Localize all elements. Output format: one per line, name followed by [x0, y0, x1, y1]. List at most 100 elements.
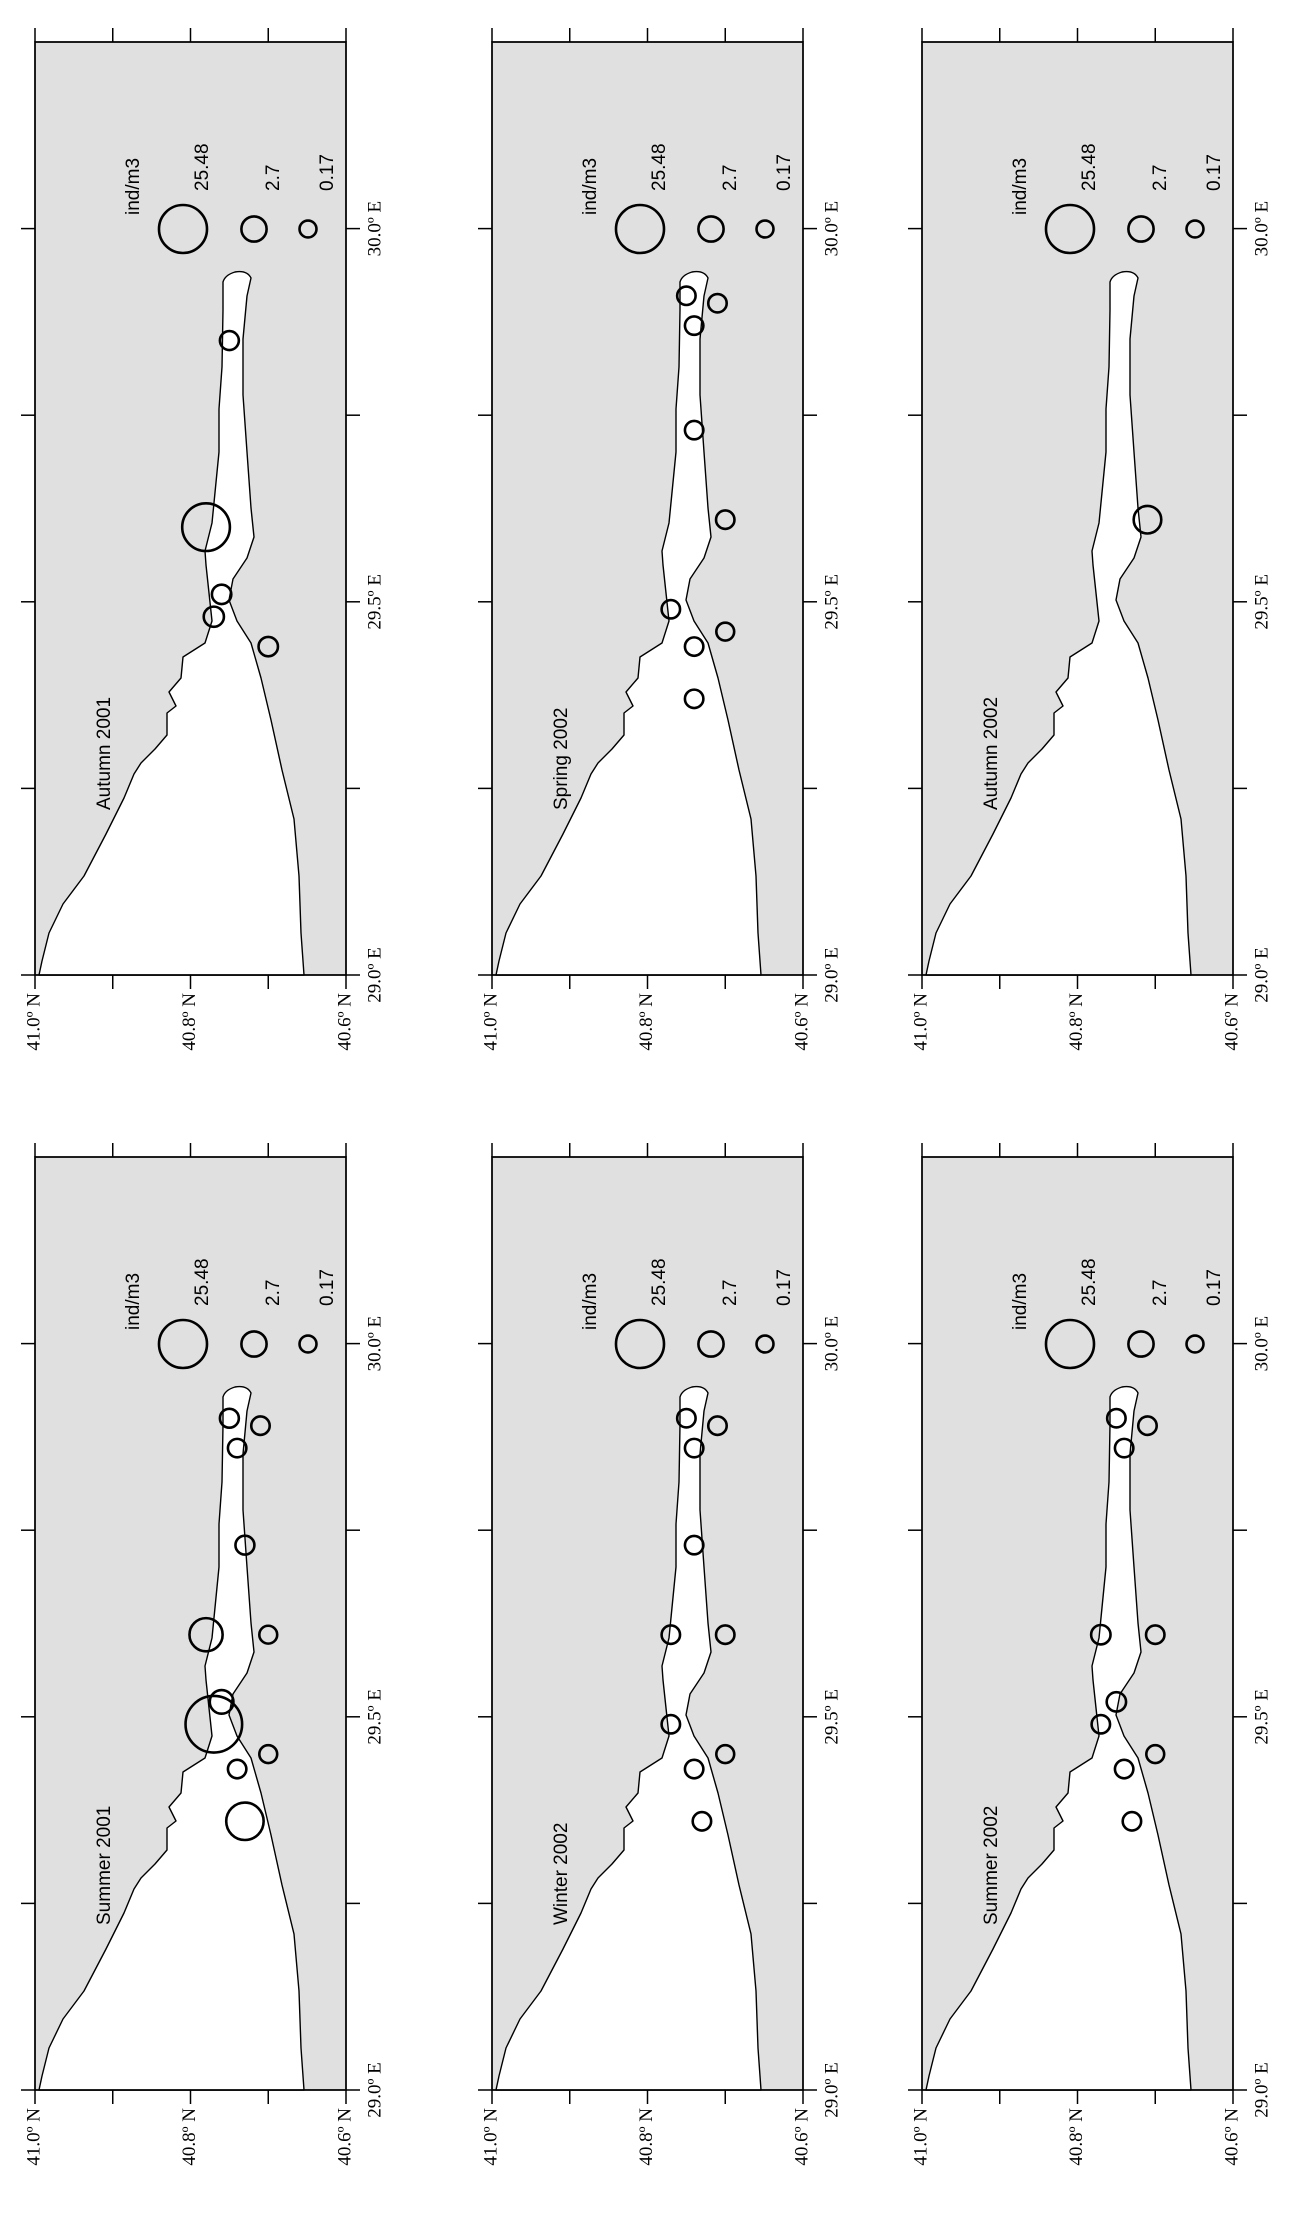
legend-label: 0.17 [774, 154, 795, 191]
y-tick-label: 40.8º N [179, 993, 200, 1051]
panel-title: Winter 2002 [551, 1823, 572, 1925]
station-bubble [1105, 1690, 1128, 1713]
y-tick-label: 41.0º N [910, 993, 931, 1051]
station-bubble [202, 605, 226, 629]
panel-title: Autumn 2002 [981, 697, 1002, 810]
y-tick-label: 40.6º N [334, 2108, 355, 2166]
x-tick-label: 29.0º E [821, 947, 842, 1003]
station-bubble [180, 502, 232, 553]
station-bubble [660, 1624, 682, 1646]
panel-title: Spring 2002 [551, 708, 572, 810]
map-panel: 29.0º E 29.5º E 30.0º E 40.6º N 40.8º N 41.0º… [21, 1143, 385, 2166]
legend-label: 25.48 [1079, 143, 1100, 191]
legend-bubble [697, 1330, 725, 1358]
station-bubble [683, 1534, 705, 1556]
y-tick-label: 41.0º N [23, 993, 44, 1051]
y-tick-label: 40.8º N [179, 2108, 200, 2166]
legend-bubble [614, 203, 666, 255]
legend-bubble [157, 1318, 209, 1370]
y-tick-label: 40.8º N [1066, 2108, 1087, 2166]
legend-label: 2.7 [263, 165, 284, 191]
legend-bubble [240, 1330, 268, 1358]
station-bubble [1090, 1713, 1112, 1735]
station-bubble [683, 1758, 705, 1780]
station-bubble [257, 635, 280, 658]
x-tick-label: 29.5º E [364, 1689, 385, 1745]
legend-label: 2.7 [1150, 1280, 1171, 1306]
legend-label: 0.17 [317, 1269, 338, 1306]
legend-bubble [240, 215, 268, 243]
legend-bubble [755, 219, 775, 239]
legend-label: 0.17 [1204, 154, 1225, 191]
legend-label: 2.7 [263, 1280, 284, 1306]
legend-label: 0.17 [774, 1269, 795, 1306]
station-bubble [715, 621, 736, 642]
station-bubble [210, 583, 233, 606]
station-bubble [691, 1810, 713, 1832]
station-bubble [226, 1758, 248, 1780]
legend-bubble [755, 1334, 775, 1354]
legend-bubble [1185, 219, 1205, 239]
station-bubble [660, 1713, 682, 1735]
x-tick-label: 29.0º E [821, 2062, 842, 2118]
legend-label: 2.7 [1150, 165, 1171, 191]
station-bubble [218, 1407, 241, 1430]
station-bubble [208, 1688, 235, 1716]
station-bubble [249, 1415, 271, 1437]
x-tick-label: 29.5º E [1251, 574, 1272, 630]
x-tick-label: 29.5º E [821, 1689, 842, 1745]
station-bubble [1105, 1407, 1127, 1429]
station-bubble [234, 1534, 256, 1556]
station-bubble [1113, 1758, 1135, 1780]
x-tick-label: 30.0º E [1251, 201, 1272, 257]
y-tick-label: 40.6º N [791, 993, 812, 1051]
legend-title: ind/m3 [1010, 158, 1031, 215]
y-tick-label: 40.8º N [636, 993, 657, 1051]
station-bubble [224, 1801, 265, 1842]
station-bubble [715, 1743, 736, 1765]
x-tick-label: 29.5º E [364, 574, 385, 630]
station-bubble [1136, 1415, 1158, 1437]
station-bubble [706, 1415, 728, 1437]
station-bubble [218, 329, 241, 352]
station-bubble [1089, 1623, 1112, 1646]
legend-bubble [614, 1318, 666, 1370]
y-tick-label: 40.8º N [636, 2108, 657, 2166]
station-bubble [683, 636, 705, 658]
x-tick-label: 30.0º E [821, 1316, 842, 1372]
station-bubble [1121, 1810, 1143, 1832]
y-tick-label: 41.0º N [480, 993, 501, 1051]
legend-title: ind/m3 [123, 158, 144, 215]
legend-bubble [1044, 1318, 1096, 1370]
map-panel: 29.0º E 29.5º E 30.0º E 40.6º N 40.8º N 41.0º… [908, 1143, 1272, 2166]
station-bubble [1144, 1624, 1166, 1646]
y-tick-label: 40.8º N [1066, 993, 1087, 1051]
station-bubble [226, 1437, 248, 1459]
x-tick-label: 30.0º E [364, 1316, 385, 1372]
station-bubble [188, 1616, 224, 1653]
panel-title: Summer 2001 [94, 1806, 115, 1925]
legend-bubble [1127, 215, 1155, 243]
station-bubble [660, 598, 682, 620]
legend-bubble [1127, 1330, 1155, 1358]
station-bubble [714, 509, 736, 531]
station-bubble [1145, 1743, 1166, 1765]
map-panel: 29.0º E 29.5º E 30.0º E 40.6º N 40.8º N 41.0º… [478, 1143, 842, 2166]
x-tick-label: 29.0º E [1251, 947, 1272, 1003]
legend-bubble [1044, 203, 1096, 255]
station-bubble [1132, 504, 1163, 535]
station-bubble [683, 688, 705, 710]
map-panel: 29.0º E 29.5º E 30.0º E 40.6º N 40.8º N 41.0º… [908, 28, 1272, 1051]
legend-bubble [298, 219, 318, 239]
panel-title: Autumn 2001 [94, 697, 115, 810]
legend-bubble [157, 203, 209, 255]
legend-bubble [1185, 1334, 1205, 1354]
x-tick-label: 30.0º E [821, 201, 842, 257]
legend-title: ind/m3 [580, 1273, 601, 1330]
legend-label: 25.48 [1079, 1258, 1100, 1306]
legend-label: 0.17 [317, 154, 338, 191]
panel-title: Summer 2002 [981, 1806, 1002, 1925]
station-bubble [258, 1624, 279, 1645]
legend-title: ind/m3 [123, 1273, 144, 1330]
